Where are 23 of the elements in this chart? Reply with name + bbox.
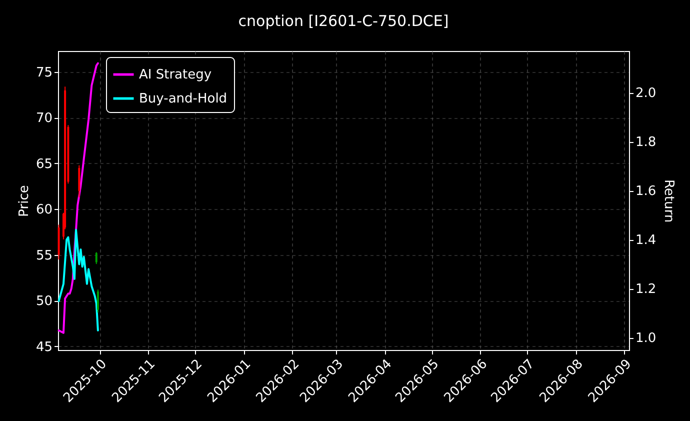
y2-tick-label: 1.0	[636, 331, 656, 346]
y-tick-label: 60	[36, 202, 52, 218]
y2-tick-label: 1.8	[636, 135, 656, 150]
legend-label: AI Strategy	[139, 68, 212, 82]
y-tick-label: 55	[36, 248, 52, 264]
legend-label: Buy-and-Hold	[139, 92, 228, 106]
y2-tick-label: 1.6	[636, 184, 656, 200]
y2-tick-label: 1.2	[636, 282, 656, 298]
y-axis-title: Price	[16, 185, 32, 217]
y2-tick-label: 2.0	[636, 86, 656, 102]
candlestick	[96, 289, 99, 314]
y2-tick-label: 1.4	[636, 233, 656, 248]
candlestick	[78, 164, 80, 198]
y2-axis-title: Return	[661, 179, 676, 223]
y-tick-label: 65	[36, 156, 52, 172]
y-tick-label: 70	[36, 111, 52, 126]
y-tick-label: 50	[36, 294, 52, 310]
chart-title: cnoption [I2601-C-750.DCE]	[238, 12, 449, 30]
line-series	[58, 228, 99, 332]
candlestick	[95, 252, 98, 265]
line-series	[58, 62, 99, 334]
y-tick-label: 45	[36, 340, 52, 355]
y-tick-label: 75	[36, 66, 52, 81]
